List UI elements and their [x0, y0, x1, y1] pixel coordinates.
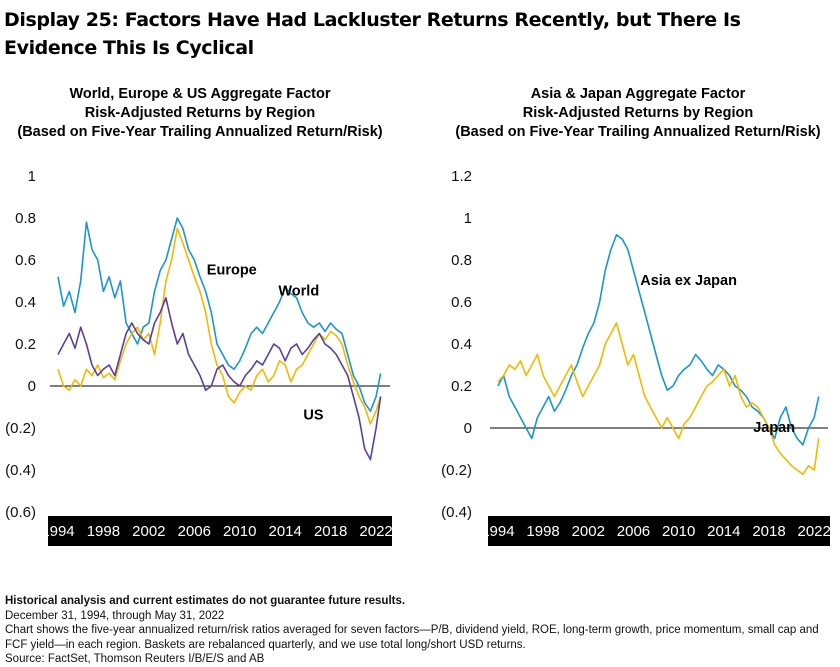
x-tick-label: 2022 [359, 523, 392, 540]
y-tick-label: (0.4) [441, 504, 472, 521]
y-tick-label: (0.2) [5, 420, 36, 437]
x-tick-label: 2006 [617, 523, 650, 540]
series-line-japan [497, 322, 820, 476]
series-label-japan: Japan [753, 420, 795, 436]
x-tick-label: 2018 [752, 523, 785, 540]
x-axis-bar [488, 516, 830, 546]
y-tick-label: 0.2 [451, 378, 472, 395]
series-label-asia-ex-japan: Asia ex Japan [640, 273, 737, 289]
chart-left: World, Europe & US Aggregate Factor Risk-… [5, 86, 393, 546]
y-tick-label: 1 [464, 210, 472, 227]
y-tick-label: 0.8 [15, 210, 36, 227]
chart-title-line: World, Europe & US Aggregate Factor [69, 86, 330, 102]
y-tick-label: (0.2) [441, 462, 472, 479]
chart-title-line: Risk-Adjusted Returns by Region [85, 105, 315, 121]
y-tick-label: (0.4) [5, 462, 36, 479]
y-tick-label: 1.2 [451, 168, 472, 185]
footer-period: December 31, 1994, through May 31, 2022 [5, 609, 225, 622]
x-tick-label: 1998 [87, 523, 120, 540]
y-tick-label: 0.6 [451, 294, 472, 311]
x-axis-bar [48, 516, 392, 546]
y-tick-label: 0.2 [15, 336, 36, 353]
chart-title-line: Risk-Adjusted Returns by Region [523, 105, 753, 121]
footer-source: Source: FactSet, Thomson Reuters I/B/E/S… [5, 653, 265, 665]
y-tick-label: 0.6 [15, 252, 36, 269]
y-tick-label: (0.6) [5, 504, 36, 521]
y-tick-label: 1 [28, 168, 36, 185]
chart-right: Asia & Japan Aggregate Factor Risk-Adjust… [441, 86, 831, 546]
y-tick-label: 0.8 [451, 252, 472, 269]
x-tick-label: 1994 [481, 523, 514, 540]
chart-title-line: (Based on Five-Year Trailing Annualized … [17, 124, 382, 140]
x-tick-label: 2002 [572, 523, 605, 540]
x-tick-label: 2010 [223, 523, 256, 540]
x-tick-label: 2018 [314, 523, 347, 540]
x-tick-label: 2014 [269, 523, 302, 540]
chart-title-line: (Based on Five-Year Trailing Annualized … [455, 124, 820, 140]
y-tick-label: 0.4 [451, 336, 472, 353]
x-tick-label: 2014 [707, 523, 740, 540]
chart-title-line: Asia & Japan Aggregate Factor [531, 86, 746, 102]
footer-notes: Historical analysis and current estimate… [5, 594, 837, 667]
series-label-us: US [303, 408, 323, 424]
x-tick-label: 2022 [797, 523, 830, 540]
series-label-europe: Europe [207, 263, 257, 279]
x-tick-label: 1994 [41, 523, 74, 540]
footer-note: Chart shows the five-year annualized ret… [5, 624, 819, 651]
x-tick-label: 2006 [178, 523, 211, 540]
series-line-europe [57, 227, 382, 425]
page-title: Display 25: Factors Have Had Lackluster … [4, 9, 741, 59]
series-line-us [57, 296, 382, 461]
x-tick-label: 2002 [132, 523, 165, 540]
footer-disclaimer: Historical analysis and current estimate… [5, 595, 406, 607]
y-tick-label: 0 [28, 378, 36, 395]
series-label-world: World [278, 284, 319, 300]
x-tick-label: 1998 [526, 523, 559, 540]
y-tick-label: 0 [464, 420, 472, 437]
x-tick-label: 2010 [662, 523, 695, 540]
series-line-asia-ex-japan [497, 234, 820, 446]
y-tick-label: 0.4 [15, 294, 36, 311]
series-line-world [57, 217, 382, 413]
